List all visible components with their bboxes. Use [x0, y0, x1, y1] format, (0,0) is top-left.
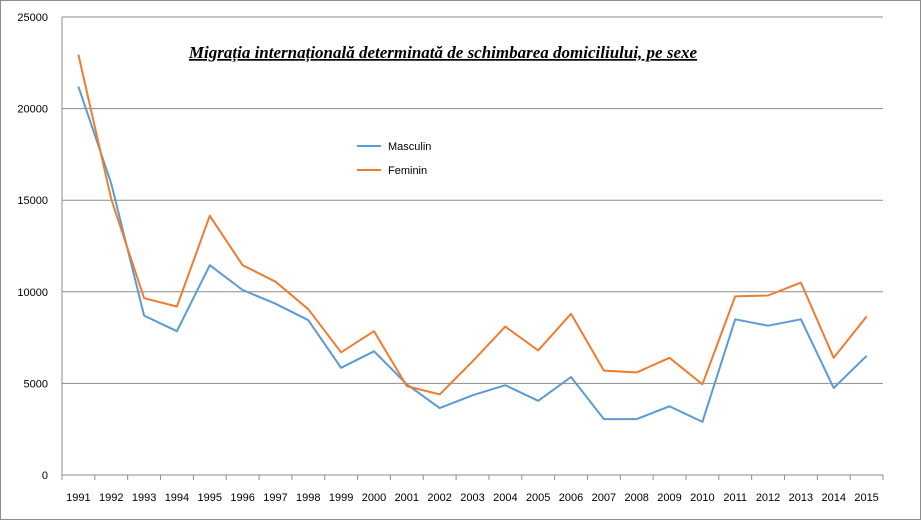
- x-tick-label: 2014: [821, 492, 845, 504]
- legend-label-feminin: Feminin: [388, 165, 427, 177]
- x-tick-label: 1991: [66, 492, 90, 504]
- x-tick-label: 1999: [329, 492, 353, 504]
- x-tick-label: 1992: [99, 492, 123, 504]
- x-tick-label: 1995: [198, 492, 222, 504]
- y-tick-label: 15000: [17, 195, 48, 207]
- series-lines: [77, 54, 868, 423]
- x-tick-label: 2012: [756, 492, 780, 504]
- x-tick-label: 1994: [165, 492, 189, 504]
- axes: 0 5000 10000 15000 20000 25000 1991 1992 1993 199…: [17, 12, 884, 504]
- series-line-masculin: [77, 86, 868, 423]
- y-tick-label: 20000: [17, 104, 48, 116]
- x-tick-label: 2015: [854, 492, 878, 504]
- legend-label-masculin: Masculin: [388, 141, 431, 153]
- x-tick-label: 1997: [263, 492, 287, 504]
- gridlines: [62, 16, 883, 384]
- x-tick-label: 2005: [526, 492, 550, 504]
- series-line-feminin: [77, 54, 868, 396]
- x-tick-label: 2004: [493, 492, 517, 504]
- x-tick-label: 2011: [723, 492, 747, 504]
- x-tick-label: 1993: [132, 492, 156, 504]
- x-tick-label: 2000: [362, 492, 386, 504]
- x-tick-label: 1998: [296, 492, 320, 504]
- y-tick-label: 0: [42, 470, 48, 482]
- x-tick-label: 1996: [230, 492, 254, 504]
- x-tick-label: 2007: [592, 492, 616, 504]
- y-tick-label: 5000: [24, 378, 48, 390]
- x-tick-label: 2009: [657, 492, 681, 504]
- x-tick-label: 2003: [460, 492, 484, 504]
- x-tick-label: 2002: [427, 492, 451, 504]
- y-tick-label: 10000: [17, 287, 48, 299]
- legend: Masculin Feminin: [357, 141, 431, 177]
- x-tick-label: 2008: [624, 492, 648, 504]
- x-tick-label: 2013: [789, 492, 813, 504]
- y-tick-label: 25000: [17, 12, 48, 24]
- chart-title: Migrația internațională determinată de s…: [188, 43, 698, 63]
- x-tick-label: 2006: [559, 492, 583, 504]
- x-tick-label: 2010: [690, 492, 714, 504]
- x-tick-label: 2001: [395, 492, 419, 504]
